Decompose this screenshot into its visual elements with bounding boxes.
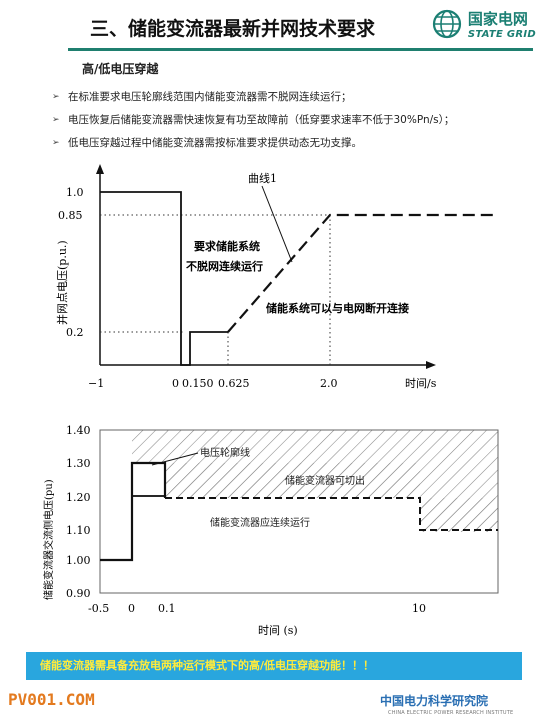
curve-label: 曲线1	[248, 171, 277, 185]
hvrt-chart: 1.40 1.30 1.20 1.10 1.00 0.90 -0.5 0 0.1…	[42, 424, 499, 637]
region-label: 要求储能系统	[194, 239, 260, 253]
y-tick-label: 1.40	[66, 424, 91, 437]
contour-label: 电压轮廓线	[200, 446, 250, 459]
bullet-item: 在标准要求电压轮廓线范围内储能变流器需不脱网连续运行；	[52, 86, 454, 109]
y-axis-label: 储能变流器交流侧电压(pu)	[42, 479, 55, 600]
region-label: 储能系统可以与电网断开连接	[266, 301, 409, 315]
logo-cn: 国家电网	[467, 10, 528, 28]
state-grid-logo: 国家电网 STATE GRID	[432, 8, 536, 40]
y-tick-label: 0	[172, 377, 179, 390]
watermark-small: CHINA ELECTRIC POWER RESEARCH INSTITUTE	[388, 710, 514, 716]
section-subtitle: 高/低电压穿越	[82, 62, 159, 76]
page-title: 三、储能变流器最新并网技术要求	[90, 18, 376, 40]
keep-label: 储能变流器应连续运行	[210, 516, 310, 529]
x-tick-label: 0.625	[218, 377, 250, 390]
lvrt-chart: 1.0 0.85 0.2 0 −1 0.150 0.625 2.0 时间/s 并…	[55, 164, 495, 390]
x-tick-label: −1	[88, 377, 104, 390]
x-tick-label: 0	[128, 602, 135, 615]
y-tick-label: 1.00	[66, 554, 91, 567]
bullet-item: 电压恢复后储能变流器需快速恢复有功至故障前（低穿要求速率不低于30%Pn/s）；	[52, 109, 454, 132]
x-tick-label: -0.5	[88, 602, 109, 615]
y-axis-label: 并网点电压(p.u.)	[55, 240, 69, 325]
x-tick-label: 2.0	[320, 377, 338, 390]
bullet-item: 低电压穿越过程中储能变流器需按标准要求提供动态无功支撑。	[52, 132, 454, 155]
bullet-list: 在标准要求电压轮廓线范围内储能变流器需不脱网连续运行； 电压恢复后储能变流器需快…	[52, 86, 454, 155]
y-tick-label: 0.90	[66, 587, 91, 600]
title-rule	[68, 48, 533, 51]
x-tick-label: 10	[412, 602, 426, 615]
x-tick-label: 0.150	[182, 377, 214, 390]
x-axis-label: 时间 (s)	[258, 624, 298, 637]
trip-label: 储能变流器可切出	[285, 474, 365, 487]
state-grid-globe-icon	[432, 9, 462, 39]
y-tick-label: 0.85	[58, 209, 83, 222]
region-label: 不脱网连续运行	[186, 259, 263, 273]
logo-en: STATE GRID	[467, 29, 536, 40]
x-tick-label: 0.1	[158, 602, 176, 615]
y-tick-label: 0.2	[66, 326, 84, 339]
watermark-left: PV001.COM	[8, 690, 95, 709]
x-axis-label: 时间/s	[405, 377, 437, 390]
y-tick-label: 1.0	[66, 186, 84, 199]
y-tick-label: 1.30	[66, 457, 91, 470]
watermark-right: 中国电力科学研究院	[380, 694, 489, 708]
lvrt-curve-1	[227, 213, 495, 333]
y-tick-label: 1.10	[66, 524, 91, 537]
footer-banner: 储能变流器需具备充放电两种运行模式下的高/低电压穿越功能！！！	[26, 652, 522, 680]
y-tick-label: 1.20	[66, 491, 91, 504]
